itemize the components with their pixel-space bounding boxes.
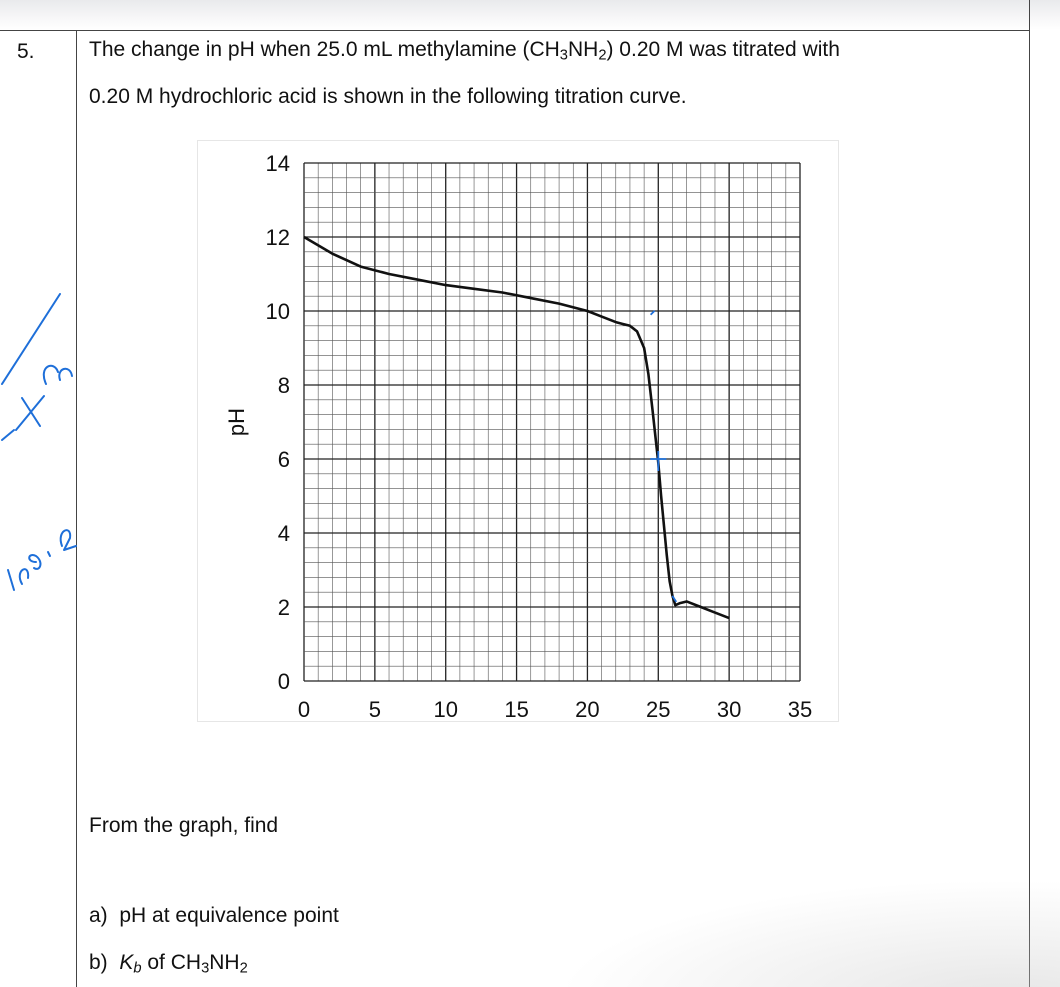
margin-annotations [1,293,77,591]
x-tick-label: 25 [646,697,670,721]
y-tick-label: 8 [278,373,290,398]
bottom-shadow [520,870,1060,987]
prompt-text: From the graph, find [89,814,279,837]
table-column-divider [76,30,77,987]
margin-plus-ka [15,364,73,431]
x-tick-label: 5 [369,697,381,721]
y-tick-label: 12 [266,225,290,250]
y-tick-label: 4 [278,521,290,546]
part-b: b) Kb of CH3NH2 [89,951,248,977]
y-tick-label: 10 [266,299,290,324]
y-tick-label: 6 [278,447,290,472]
question-number: 5. [17,40,35,63]
x-tick-label: 0 [298,697,310,721]
part-a: a) pH at equivalence point [89,904,339,927]
y-tick-label: 0 [278,669,290,694]
x-tick-label: 35 [788,697,812,721]
equivalence-mark [650,451,667,471]
top-shadow [0,0,1060,30]
margin-slash-stroke [1,293,61,385]
x-tick-label: 15 [504,697,528,721]
margin-number-168-2 [7,529,77,591]
question-text-line-1: The change in pH when 25.0 mL methylamin… [89,38,840,64]
x-tick-label: 20 [575,697,599,721]
y-axis-label: pH [224,408,249,436]
table-right-border [1029,0,1030,987]
x-tick-label: 30 [717,697,741,721]
x-tick-label: 10 [433,697,457,721]
y-tick-label: 14 [266,151,290,176]
titration-curve-line [303,235,730,620]
y-tick-label: 2 [278,595,290,620]
question-text-line-2: 0.20 M hydrochloric acid is shown in the… [89,85,687,108]
margin-dash [1,429,15,441]
table-top-border [0,30,1030,31]
titration-chart: 0246810121405101520253035Volume HCl solu… [224,151,812,760]
upper-ink-mark [649,310,656,316]
titration-chart-frame: 0246810121405101520253035Volume HCl solu… [197,140,839,760]
lower-ink-mark [671,595,678,603]
